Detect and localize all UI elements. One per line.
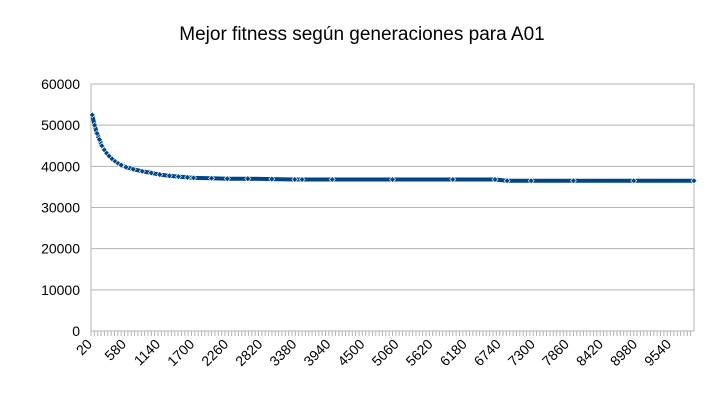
data-point xyxy=(165,172,173,180)
x-tick-label: 6180 xyxy=(437,336,470,369)
data-point xyxy=(147,169,155,177)
x-tick-label: 1700 xyxy=(164,336,197,369)
data-point xyxy=(503,177,511,185)
data-point xyxy=(291,176,299,183)
x-tick-label: 3940 xyxy=(300,336,333,369)
x-tick-label: 5060 xyxy=(368,336,401,369)
data-point xyxy=(88,111,96,119)
data-point xyxy=(690,177,698,185)
data-point xyxy=(129,165,137,173)
x-tick-label: 3380 xyxy=(266,336,299,369)
data-point xyxy=(328,176,336,183)
data-point xyxy=(138,167,146,175)
x-tick-labels: 20 580 1140 1700 2260 2820 3380 3940 4500 5060 562… xyxy=(73,336,675,369)
y-tick-label: 10000 xyxy=(41,282,80,298)
data-point xyxy=(91,121,99,129)
data-point xyxy=(298,176,306,183)
x-tick-label: 20 xyxy=(73,336,95,358)
x-tick-label: 580 xyxy=(101,336,129,364)
x-tick-label: 8980 xyxy=(607,336,640,369)
data-point xyxy=(527,177,535,185)
data-point xyxy=(93,129,101,137)
data-point xyxy=(449,176,457,183)
y-tick-label: 40000 xyxy=(41,158,80,174)
data-point xyxy=(156,171,164,178)
data-point xyxy=(244,175,252,183)
data-point xyxy=(268,175,276,183)
x-tick-label: 1140 xyxy=(131,336,164,369)
data-point xyxy=(175,173,182,181)
axes xyxy=(90,84,695,336)
data-point xyxy=(223,175,231,183)
y-tick-label: 60000 xyxy=(41,76,80,92)
x-tick-label: 8420 xyxy=(573,336,606,369)
grid-lines xyxy=(91,83,694,332)
data-point xyxy=(122,163,130,171)
data-point xyxy=(491,176,499,183)
y-tick-label: 0 xyxy=(72,323,80,339)
data-point xyxy=(96,136,103,143)
y-tick-label: 20000 xyxy=(41,241,80,257)
data-point xyxy=(98,142,106,150)
x-tick-label: 6740 xyxy=(471,336,504,369)
data-point xyxy=(630,177,638,185)
x-tick-label: 7860 xyxy=(539,336,572,369)
x-tick-label: 9540 xyxy=(641,336,674,369)
data-point xyxy=(208,174,216,182)
x-tick-label: 2260 xyxy=(198,336,231,369)
data-point xyxy=(190,174,197,182)
data-point xyxy=(389,176,396,183)
data-point xyxy=(114,160,122,167)
x-tick-label: 7300 xyxy=(505,336,538,369)
x-tick-label: 4500 xyxy=(334,336,367,369)
x-tick-label: 5620 xyxy=(402,336,435,369)
series-fitness xyxy=(88,111,698,185)
y-tick-label: 50000 xyxy=(41,117,80,133)
y-tick-label: 30000 xyxy=(41,200,80,216)
data-point xyxy=(117,161,125,169)
data-point xyxy=(569,177,577,185)
x-tick-label: 2820 xyxy=(232,336,265,369)
y-tick-labels: 0 10000 20000 30000 40000 50000 60000 xyxy=(41,76,80,339)
chart-title: Mejor fitness según generaciones para A0… xyxy=(179,24,544,45)
data-point xyxy=(184,174,191,181)
